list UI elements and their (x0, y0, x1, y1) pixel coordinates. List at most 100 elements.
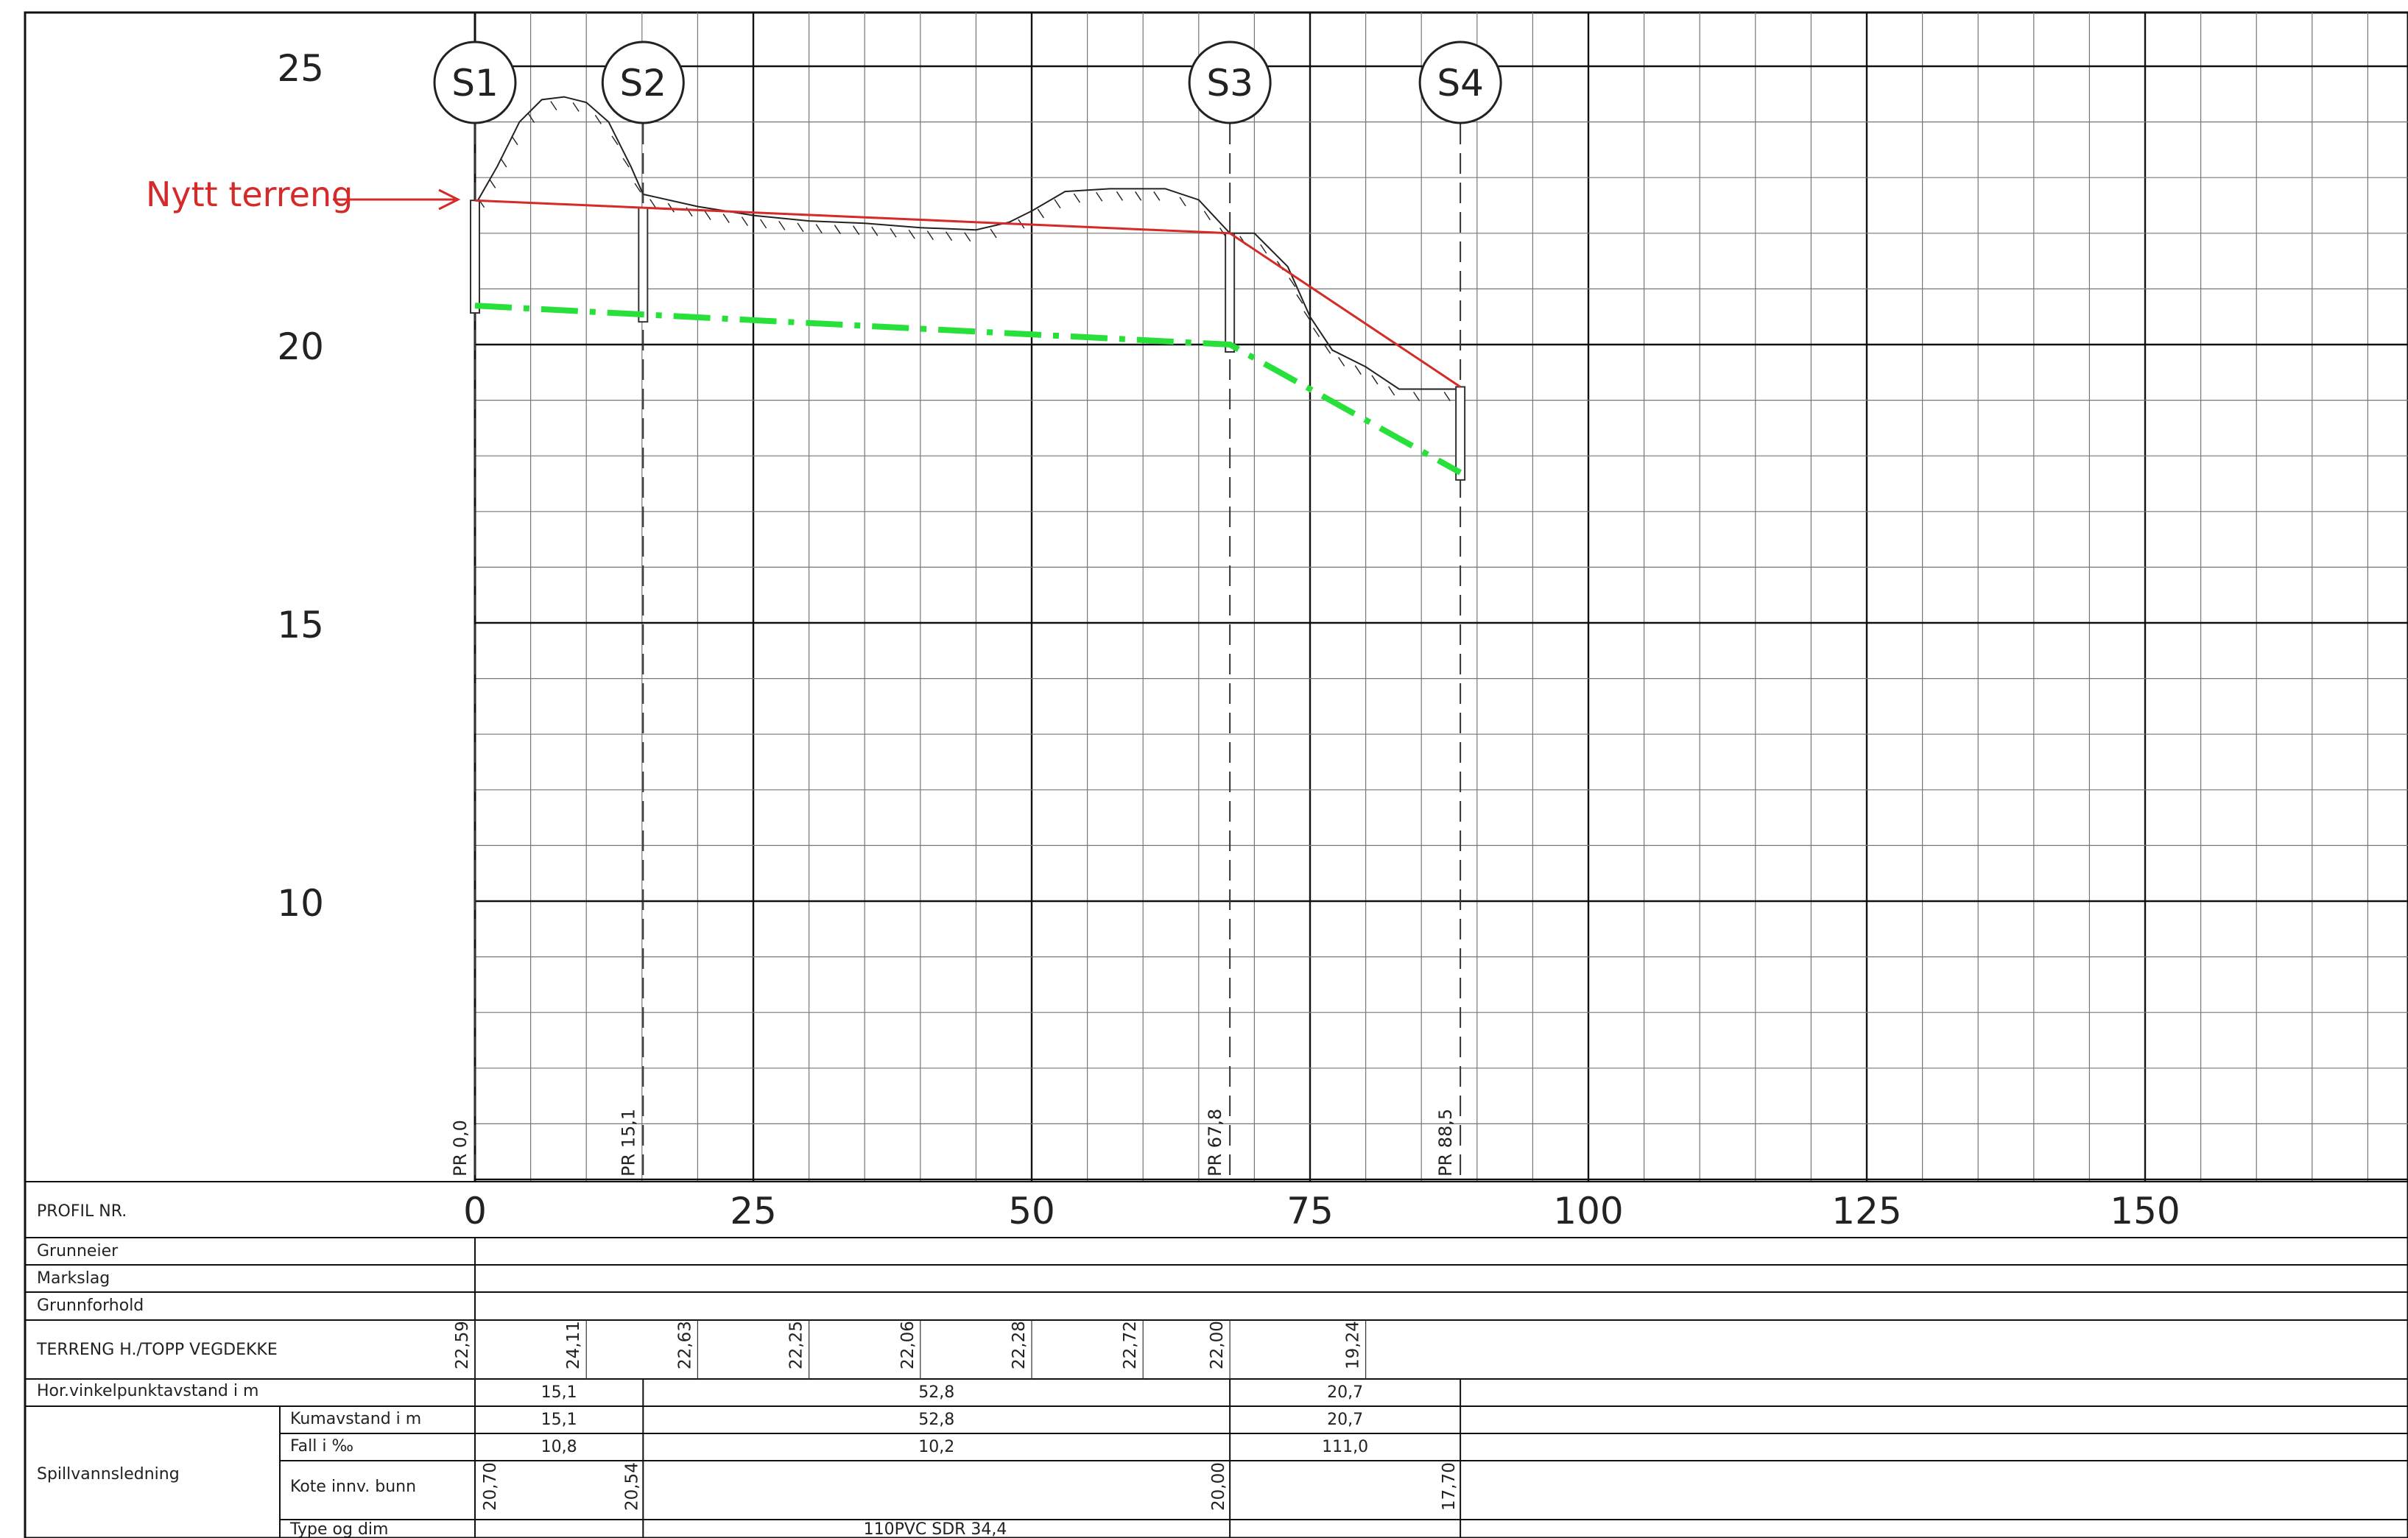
terrain-hatch-mark (1389, 387, 1395, 395)
station-label: PR 0,0 (450, 1120, 471, 1177)
kumavstand-value: 20,7 (1327, 1411, 1363, 1429)
terrain-hatch-mark (872, 227, 878, 236)
type-label: Type og dim (289, 1520, 388, 1538)
x-tick-label: 125 (1831, 1190, 1901, 1232)
terrain-hatch-mark (1038, 209, 1043, 218)
fall-label: Fall i ‰ (290, 1437, 353, 1456)
manhole-shaft (1225, 233, 1234, 352)
terrain-hatch-mark (742, 217, 747, 226)
terrain-hatch-mark (816, 225, 822, 233)
terrain-hatch-mark (779, 221, 785, 230)
profile-lines (475, 200, 1460, 473)
kumavstand-value: 52,8 (918, 1411, 954, 1429)
terreng-value: 22,06 (898, 1321, 918, 1369)
terreng-value: 22,28 (1010, 1321, 1029, 1369)
spillvann-label: Spillvannsledning (37, 1465, 180, 1484)
terrain-hatch-mark (1096, 192, 1102, 201)
terrain-hatch-mark (965, 233, 971, 241)
station-label: PR 88,5 (1435, 1109, 1456, 1177)
terrain-hatch-mark (650, 200, 656, 208)
x-tick-label: 150 (2110, 1190, 2180, 1232)
terrain-hatch-mark (1154, 191, 1160, 200)
terrain-hatch-mark (573, 102, 579, 111)
x-tick-label: 25 (730, 1190, 777, 1232)
terrain-hatch-mark (1136, 191, 1141, 200)
fall-value: 10,2 (918, 1438, 954, 1456)
terrain-hatch-mark (490, 179, 496, 188)
kote-value: 17,70 (1440, 1462, 1459, 1511)
station-label: PR 67,8 (1205, 1109, 1225, 1177)
grunneier-label: Grunneier (37, 1242, 119, 1260)
terrain-hatch-mark (1180, 197, 1186, 206)
terrain-hatch-mark (595, 115, 601, 124)
x-tick-label: 100 (1553, 1190, 1623, 1232)
kote-label: Kote innv. bunn (290, 1478, 416, 1496)
terrain-hatch-mark (1261, 244, 1267, 253)
terrain-hatch-mark (1355, 366, 1361, 375)
terrain-hatch-mark (1204, 211, 1210, 220)
manhole-shaft (1456, 387, 1465, 479)
sewer-pipe-line (475, 306, 1460, 473)
terrain-hatch-mark (723, 214, 729, 223)
x-tick-label: 0 (463, 1190, 487, 1232)
kote-value: 20,00 (1209, 1462, 1228, 1511)
terreng-value: 24,11 (564, 1321, 583, 1369)
terrain-hatch-mark (909, 230, 915, 239)
kumavstand-label: Kumavstand i m (290, 1410, 421, 1428)
hor-value: 52,8 (918, 1383, 954, 1402)
x-tick-label: 50 (1008, 1190, 1055, 1232)
terrain-hatch-mark (705, 211, 711, 220)
terrain-hatch-mark (1372, 375, 1378, 384)
terreng-value: 22,25 (787, 1321, 806, 1369)
terreng-value: 22,72 (1121, 1321, 1140, 1369)
terrain-hatch-mark (1116, 191, 1122, 200)
terrain-hatch-mark (1414, 392, 1420, 401)
station-label: PR 15,1 (618, 1109, 638, 1177)
manhole-label: S1 (451, 62, 499, 105)
hor-label: Hor.vinkelpunktavstand i m (37, 1382, 258, 1400)
hor-value: 15,1 (541, 1383, 577, 1402)
grid (25, 13, 2408, 1538)
profil-nr-label: PROFIL NR. (37, 1202, 127, 1221)
y-tick-label: 10 (277, 882, 324, 925)
existing-terrain (475, 97, 1460, 401)
terrain-hatch-mark (761, 219, 767, 228)
terrain-hatch-mark (1444, 392, 1450, 401)
y-tick-label: 25 (277, 47, 324, 90)
terreng-value: 22,63 (675, 1321, 694, 1369)
fall-value: 111,0 (1322, 1438, 1368, 1456)
terrain-hatch-mark (1074, 194, 1080, 202)
frame (25, 13, 2408, 1538)
markslag-label: Markslag (37, 1269, 110, 1288)
fall-value: 10,8 (541, 1438, 577, 1456)
terrain-hatch-mark (798, 223, 803, 232)
kumavstand-value: 15,1 (541, 1411, 577, 1429)
terreng-value: 22,00 (1208, 1321, 1227, 1369)
terrain-hatch-mark (512, 136, 518, 145)
terrain-hatch-mark (501, 158, 507, 167)
terrain-hatch-mark (1339, 357, 1345, 366)
type-value: 110PVC SDR 34,4 (864, 1520, 1007, 1538)
terreng-value: 19,24 (1344, 1321, 1363, 1369)
manhole-label: S3 (1206, 62, 1253, 105)
hor-value: 20,7 (1327, 1383, 1363, 1402)
manhole-shaft (638, 208, 647, 322)
terrain-hatch-mark (1055, 200, 1060, 208)
terrain-hatch-mark (834, 225, 840, 234)
manhole-shaft (471, 200, 479, 313)
kote-value: 20,70 (481, 1462, 500, 1511)
new-terrain-line (475, 200, 1460, 387)
y-tick-label: 15 (277, 604, 324, 646)
y-tick-label: 20 (277, 325, 324, 368)
annotation-label: Nytt terreng (146, 174, 353, 214)
terrain-hatch-mark (529, 113, 535, 122)
manhole-label: S2 (620, 62, 667, 105)
manhole-label: S4 (1437, 62, 1484, 105)
grunnforhold-label: Grunnforhold (37, 1297, 144, 1315)
terrain-hatch-mark (927, 231, 933, 240)
manholes: S1 PR 0,0 S2 PR 15,1 S3 PR 67,8 S4 PR 88,5 (434, 42, 1501, 1182)
terreng-label: TERRENG H./TOPP VEGDEKKE (36, 1341, 278, 1359)
terrain-hatch-mark (551, 101, 557, 110)
